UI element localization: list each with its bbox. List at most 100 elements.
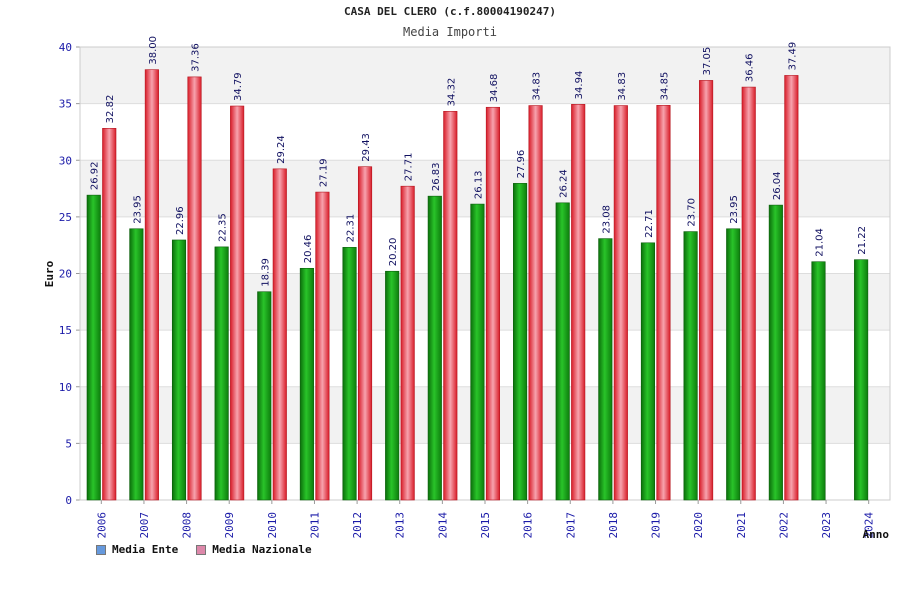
x-tick-label: 2023 bbox=[820, 512, 833, 539]
y-tick-label: 20 bbox=[59, 268, 72, 281]
data-label: 21.04 bbox=[814, 228, 825, 257]
data-label: 29.24 bbox=[276, 135, 287, 164]
y-tick-label: 5 bbox=[65, 437, 72, 450]
data-label: 18.39 bbox=[260, 258, 271, 287]
data-label: 27.96 bbox=[516, 150, 527, 179]
y-tick-label: 15 bbox=[59, 324, 72, 337]
bar-media-ente bbox=[129, 228, 144, 501]
y-tick-label: 35 bbox=[59, 98, 72, 111]
y-tick-label: 30 bbox=[59, 154, 72, 167]
bar-media-nazionale bbox=[613, 105, 628, 501]
y-tick-label: 40 bbox=[59, 41, 72, 54]
data-label: 20.46 bbox=[303, 235, 314, 264]
data-label: 37.49 bbox=[787, 42, 798, 71]
x-tick-label: 2015 bbox=[479, 512, 492, 539]
x-tick-label: 2010 bbox=[266, 512, 279, 539]
x-tick-label: 2016 bbox=[522, 512, 535, 539]
x-tick-label: 2018 bbox=[607, 512, 620, 539]
data-label: 23.70 bbox=[687, 198, 698, 227]
x-tick-label: 2024 bbox=[863, 512, 876, 539]
y-axis-title: Euro bbox=[43, 260, 56, 287]
bar-media-nazionale bbox=[784, 75, 799, 501]
data-label: 21.22 bbox=[857, 226, 868, 255]
legend-label-media-ente: Media Ente bbox=[112, 543, 179, 556]
legend-swatch-media-nazionale bbox=[196, 544, 207, 555]
bar-media-ente bbox=[342, 247, 357, 501]
data-label: 34.85 bbox=[659, 72, 670, 101]
data-label: 26.13 bbox=[473, 170, 484, 199]
bar-media-ente bbox=[385, 270, 400, 501]
bar-media-ente bbox=[811, 261, 826, 501]
x-tick-label: 2013 bbox=[394, 512, 407, 539]
bar-media-nazionale bbox=[571, 104, 586, 501]
x-tick-label: 2021 bbox=[735, 512, 748, 539]
bar-media-nazionale bbox=[400, 185, 415, 501]
data-label: 37.05 bbox=[702, 47, 713, 76]
bar-media-nazionale bbox=[443, 111, 458, 501]
data-label: 34.83 bbox=[532, 72, 543, 101]
x-tick-label: 2007 bbox=[138, 512, 151, 539]
x-tick-label: 2012 bbox=[351, 512, 364, 539]
legend-label-media-nazionale: Media Nazionale bbox=[212, 543, 312, 556]
y-tick-label: 0 bbox=[65, 494, 72, 507]
bar-media-ente bbox=[854, 259, 869, 501]
chart-title: CASA DEL CLERO (c.f.80004190247) bbox=[344, 5, 556, 18]
bar-media-ente bbox=[513, 183, 528, 501]
data-label: 32.82 bbox=[105, 95, 116, 124]
x-tick-label: 2006 bbox=[95, 512, 108, 539]
data-label: 34.79 bbox=[233, 72, 244, 101]
bar-media-nazionale bbox=[528, 105, 543, 501]
data-label: 34.83 bbox=[617, 72, 628, 101]
data-label: 27.19 bbox=[318, 158, 329, 187]
bar-media-ente bbox=[768, 204, 783, 501]
x-tick-label: 2009 bbox=[223, 512, 236, 539]
x-axis-title: Anno bbox=[863, 528, 890, 541]
x-tick-label: 2020 bbox=[692, 512, 705, 539]
bar-media-nazionale bbox=[187, 76, 202, 501]
bar-media-nazionale bbox=[315, 191, 330, 501]
bar-media-nazionale bbox=[357, 166, 373, 501]
data-label: 22.96 bbox=[175, 206, 186, 235]
data-label: 22.31 bbox=[346, 214, 357, 243]
bar-media-ente bbox=[427, 195, 442, 501]
legend-swatch-media-ente bbox=[96, 544, 106, 555]
bar-media-nazionale bbox=[656, 105, 671, 501]
bar-media-ente bbox=[555, 202, 570, 501]
data-label: 34.32 bbox=[446, 78, 457, 107]
bar-media-ente bbox=[598, 238, 613, 501]
data-label: 38.00 bbox=[148, 36, 159, 65]
data-label: 37.36 bbox=[191, 43, 202, 72]
y-tick-label: 10 bbox=[59, 381, 72, 394]
data-label: 36.46 bbox=[745, 53, 756, 82]
bar-media-nazionale bbox=[699, 80, 714, 501]
legend-item-media-ente: Media Ente bbox=[96, 543, 178, 556]
bar-media-ente bbox=[299, 267, 314, 501]
bar-media-ente bbox=[86, 194, 101, 501]
data-label: 20.20 bbox=[388, 238, 399, 267]
bar-media-nazionale bbox=[272, 168, 287, 501]
bar-media-ente bbox=[214, 246, 229, 501]
bar-media-nazionale bbox=[741, 86, 756, 501]
data-label: 22.35 bbox=[218, 213, 229, 242]
bar-media-ente bbox=[470, 203, 485, 501]
x-tick-label: 2014 bbox=[436, 512, 449, 539]
y-tick-label: 25 bbox=[59, 211, 72, 224]
x-tick-label: 2008 bbox=[181, 512, 194, 539]
x-tick-label: 2011 bbox=[308, 512, 321, 539]
x-tick-label: 2022 bbox=[777, 512, 790, 539]
data-label: 26.83 bbox=[431, 163, 442, 192]
legend: Media Ente Media Nazionale bbox=[96, 543, 312, 556]
data-label: 26.92 bbox=[90, 161, 101, 190]
data-label: 34.94 bbox=[574, 71, 585, 100]
data-label: 29.43 bbox=[361, 133, 372, 162]
x-tick-label: 2017 bbox=[564, 512, 577, 539]
x-tick-label: 2019 bbox=[650, 512, 663, 539]
data-label: 23.95 bbox=[729, 195, 740, 224]
bar-media-nazionale bbox=[102, 128, 117, 501]
data-label: 34.68 bbox=[489, 74, 500, 103]
data-label: 26.04 bbox=[772, 171, 783, 200]
data-label: 27.71 bbox=[404, 153, 415, 182]
bar-media-nazionale bbox=[144, 69, 159, 501]
data-label: 23.08 bbox=[601, 205, 612, 234]
